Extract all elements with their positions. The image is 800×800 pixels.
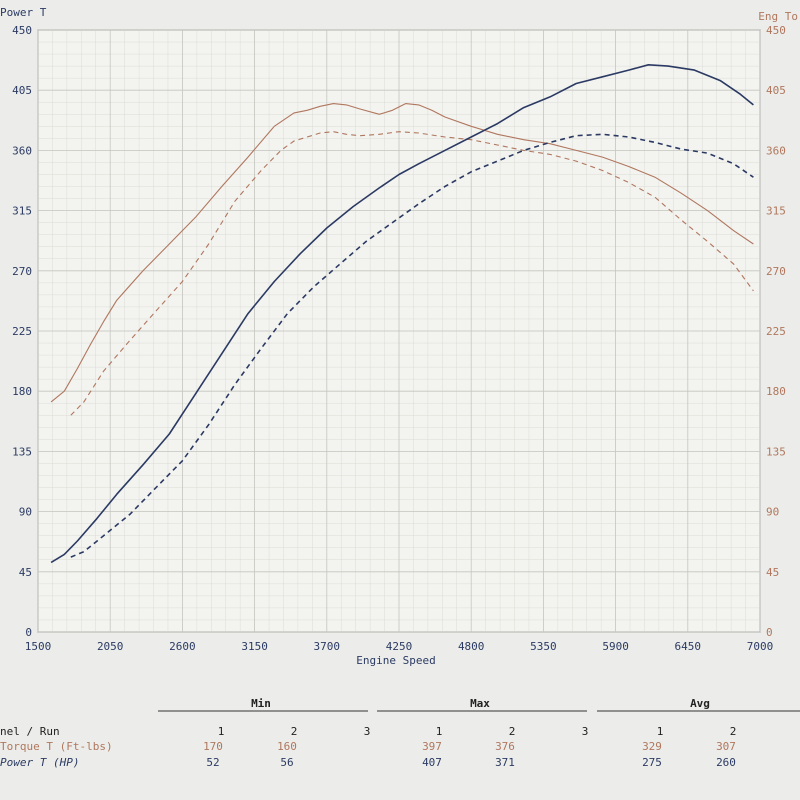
torque-avg-2: 307 xyxy=(716,740,736,753)
y-tick-right-180: 180 xyxy=(766,385,786,398)
x-tick-3150: 3150 xyxy=(241,640,268,653)
x-tick-3700: 3700 xyxy=(314,640,341,653)
min-run-3: 3 xyxy=(364,725,371,738)
right-axis-title: Eng To xyxy=(758,10,798,23)
x-axis-title: Engine Speed xyxy=(356,654,435,667)
x-tick-7000: 7000 xyxy=(747,640,774,653)
min-run-1: 1 xyxy=(218,725,225,738)
left-axis-title: Power T xyxy=(0,6,47,19)
y-tick-left-225: 225 xyxy=(12,325,32,338)
x-tick-6450: 6450 xyxy=(675,640,702,653)
max-run-3: 3 xyxy=(582,725,589,738)
table-header-max: Max xyxy=(470,697,490,710)
y-tick-right-0: 0 xyxy=(766,626,773,639)
torque-max-1: 397 xyxy=(422,740,442,753)
y-tick-left-315: 315 xyxy=(12,205,32,218)
y-tick-right-135: 135 xyxy=(766,445,786,458)
power-max-1: 407 xyxy=(422,756,442,769)
max-run-1: 1 xyxy=(436,725,443,738)
y-tick-right-90: 90 xyxy=(766,506,779,519)
torque-min-1: 170 xyxy=(203,740,223,753)
table-header-avg: Avg xyxy=(690,697,710,710)
y-tick-right-450: 450 xyxy=(766,24,786,37)
x-tick-2050: 2050 xyxy=(97,640,124,653)
right-axis-ticks: 0 45 90 135 180 225 270 315 360 405 450 xyxy=(766,24,786,639)
y-tick-left-0: 0 xyxy=(25,626,32,639)
left-axis-ticks: 0 45 90 135 180 225 270 315 360 405 450 xyxy=(12,24,32,639)
x-tick-2600: 2600 xyxy=(169,640,196,653)
power-min-2: 56 xyxy=(280,756,293,769)
row-label-header: nel / Run xyxy=(0,725,60,738)
x-tick-4250: 4250 xyxy=(386,640,413,653)
y-tick-right-405: 405 xyxy=(766,84,786,97)
series-torque-t-run-2 xyxy=(70,131,754,416)
y-tick-left-270: 270 xyxy=(12,265,32,278)
table-header-min: Min xyxy=(251,697,271,710)
avg-run-2: 2 xyxy=(730,725,737,738)
torque-min-2: 160 xyxy=(277,740,297,753)
series-torque-t-run-1 xyxy=(50,103,754,403)
max-run-2: 2 xyxy=(509,725,516,738)
torque-max-2: 376 xyxy=(495,740,515,753)
summary-table: Min Max Avg nel / Run 1 2 3 1 2 3 1 2 To… xyxy=(0,697,800,769)
y-tick-right-315: 315 xyxy=(766,205,786,218)
x-tick-5900: 5900 xyxy=(602,640,629,653)
series-power-t-run-2 xyxy=(70,133,754,558)
power-avg-1: 275 xyxy=(642,756,662,769)
torque-row-label: Torque T (Ft-lbs) xyxy=(0,740,113,753)
power-min-1: 52 xyxy=(206,756,219,769)
x-tick-1500: 1500 xyxy=(25,640,52,653)
y-tick-left-45: 45 xyxy=(19,566,32,579)
torque-avg-1: 329 xyxy=(642,740,662,753)
min-run-2: 2 xyxy=(291,725,298,738)
y-tick-left-405: 405 xyxy=(12,84,32,97)
y-tick-left-90: 90 xyxy=(19,506,32,519)
y-tick-left-180: 180 xyxy=(12,385,32,398)
y-tick-left-135: 135 xyxy=(12,445,32,458)
power-row-label: Power T (HP) xyxy=(0,756,79,769)
y-tick-right-360: 360 xyxy=(766,144,786,157)
series-group xyxy=(50,64,754,564)
y-tick-left-450: 450 xyxy=(12,24,32,37)
y-tick-left-360: 360 xyxy=(12,144,32,157)
power-avg-2: 260 xyxy=(716,756,736,769)
y-tick-right-270: 270 xyxy=(766,265,786,278)
x-tick-5350: 5350 xyxy=(530,640,557,653)
x-tick-4800: 4800 xyxy=(458,640,485,653)
grid-lines xyxy=(37,29,761,633)
y-tick-right-225: 225 xyxy=(766,325,786,338)
y-tick-right-45: 45 xyxy=(766,566,779,579)
avg-run-1: 1 xyxy=(657,725,664,738)
series-power-t-run-1 xyxy=(50,64,754,564)
power-max-2: 371 xyxy=(495,756,515,769)
x-axis-ticks: 1500 2050 2600 3150 3700 4250 4800 5350 5900 6450… xyxy=(25,640,774,653)
